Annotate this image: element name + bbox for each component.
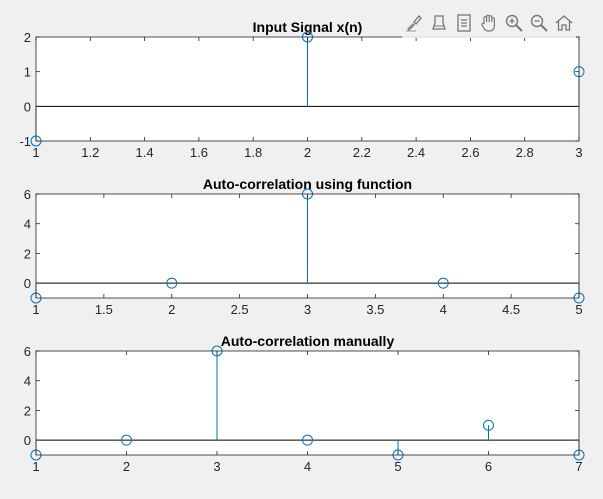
x-tick-label: 5	[575, 302, 582, 317]
stem-marker[interactable]	[437, 277, 449, 289]
y-tick-label: 0	[24, 433, 31, 448]
x-tick-label: 7	[575, 459, 582, 474]
y-tick-label: 0	[24, 276, 31, 291]
datatip-button[interactable]	[452, 10, 476, 36]
stem-marker[interactable]	[483, 419, 494, 431]
x-tick-label: 4.5	[502, 302, 520, 317]
data-cursor-button[interactable]	[427, 10, 451, 36]
axes-toolbar	[402, 8, 576, 38]
x-tick-label: 1.6	[190, 145, 208, 160]
x-tick-label: 5	[394, 459, 401, 474]
chart-title: Input Signal x(n)	[253, 19, 363, 35]
zoom-out-button[interactable]	[527, 10, 551, 36]
zoom-in-icon	[505, 14, 523, 32]
x-tick-label: 2.5	[231, 302, 249, 317]
x-tick-label: 2.2	[353, 145, 371, 160]
brush-icon	[406, 15, 422, 32]
x-tick-label: 2	[123, 459, 130, 474]
y-tick-label: 1	[24, 65, 31, 80]
chart-title: Auto-correlation manually	[221, 333, 395, 349]
home-button[interactable]	[552, 10, 576, 36]
subplot-input-signal[interactable]: Input Signal x(n) 1 1.2 1.4 1.6 1.8 2 2.2 2.4 2.6…	[19, 19, 585, 160]
x-tick-label: 2	[304, 145, 311, 160]
x-tick-label: 1.5	[95, 302, 113, 317]
x-tick-label: 1	[32, 302, 39, 317]
x-tick-label: 1	[32, 145, 39, 160]
stem-marker[interactable]	[121, 434, 132, 446]
x-tick-label: 3	[213, 459, 220, 474]
x-tick-label: 2	[168, 302, 175, 317]
datatip-icon	[457, 14, 471, 32]
x-tick-label: 6	[485, 459, 492, 474]
y-tick-label: 4	[24, 217, 31, 232]
brush-button[interactable]	[402, 10, 426, 36]
x-tick-label: 3	[304, 302, 311, 317]
x-tick-label: 2.4	[407, 145, 425, 160]
x-tick-label: 1.2	[81, 145, 99, 160]
x-tick-label: 3.5	[366, 302, 384, 317]
x-tick-label: 1.4	[136, 145, 154, 160]
x-tick-label: 1	[32, 459, 39, 474]
y-tick-label: 4	[24, 374, 31, 389]
y-tick-label: 6	[24, 187, 31, 202]
y-tick-label: 2	[24, 30, 31, 45]
axes-background	[36, 351, 579, 455]
x-tick-label: 4	[304, 459, 311, 474]
pan-button[interactable]	[477, 10, 501, 36]
home-icon	[555, 15, 573, 31]
y-tick-label: 2	[24, 403, 31, 418]
y-tick-label: 2	[24, 246, 31, 261]
subplot-autocorr-manual[interactable]: Auto-correlation manually 1 2 3 4 5 6 7 0 2 4 6	[24, 333, 585, 474]
x-tick-label: 1.8	[244, 145, 262, 160]
x-tick-label: 3	[575, 145, 582, 160]
stem-marker[interactable]	[302, 434, 313, 446]
x-tick-label: 4	[440, 302, 447, 317]
zoom-out-icon	[530, 14, 548, 32]
subplot-autocorr-function[interactable]: Auto-correlation using function 1 1.5 2 2.5 3…	[24, 176, 585, 317]
y-tick-label: 0	[24, 99, 31, 114]
data-cursor-icon	[432, 15, 446, 30]
pan-hand-icon	[481, 14, 495, 32]
y-tick-label: -1	[19, 134, 31, 149]
zoom-in-button[interactable]	[502, 10, 526, 36]
chart-title: Auto-correlation using function	[203, 176, 412, 192]
y-tick-label: 6	[24, 344, 31, 359]
x-tick-label: 2.8	[516, 145, 534, 160]
stem-marker[interactable]	[166, 277, 178, 289]
x-tick-label: 2.6	[461, 145, 479, 160]
